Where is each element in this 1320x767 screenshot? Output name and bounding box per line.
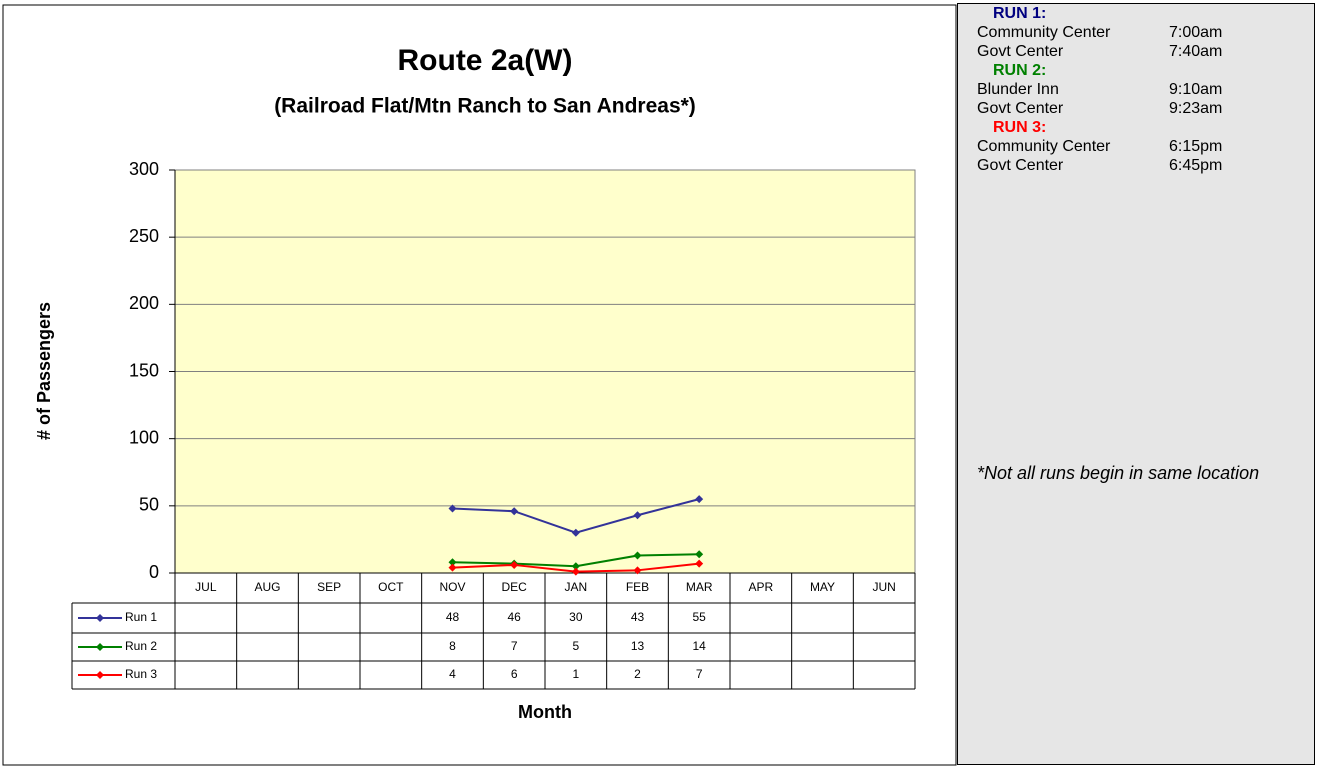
table-value: 1 (572, 667, 579, 681)
x-tick-label: MAR (686, 580, 713, 594)
legend-label: Run 1 (125, 610, 157, 624)
stop-row: Community Center 7:00am (958, 23, 1314, 42)
point (510, 560, 519, 569)
point (633, 511, 642, 520)
legend-label: Run 3 (125, 667, 157, 681)
x-tick-label: OCT (378, 580, 404, 594)
y-tick-label: 0 (149, 562, 159, 582)
table-value: 4 (449, 667, 456, 681)
stop-name: Community Center (977, 138, 1111, 155)
point (448, 504, 457, 513)
x-tick-label: DEC (501, 580, 527, 594)
stop-time: 9:23am (1169, 100, 1223, 117)
stop-name: Govt Center (977, 100, 1064, 117)
stop-time: 6:15pm (1169, 138, 1223, 155)
point (448, 558, 457, 567)
table-value: 8 (449, 639, 456, 653)
x-tick-label: JUN (872, 580, 895, 594)
table-value: 48 (446, 610, 460, 624)
chart-title: Route 2a(W) (398, 44, 573, 77)
run-title: RUN 1: (993, 5, 1047, 22)
y-axis-label: # of Passengers (34, 302, 54, 440)
point (695, 559, 704, 568)
stop-time: 9:10am (1169, 81, 1223, 98)
stop-row: Blunder Inn 9:10am (958, 80, 1314, 99)
point (571, 528, 580, 537)
stop-name: Blunder Inn (977, 81, 1059, 98)
table-value: 6 (511, 667, 518, 681)
x-tick-label: APR (748, 580, 773, 594)
y-tick-label: 150 (129, 360, 159, 380)
point (633, 551, 642, 560)
x-tick-label: FEB (626, 580, 649, 594)
point (633, 566, 642, 575)
x-axis-label: Month (518, 702, 572, 722)
table-value: 2 (634, 667, 641, 681)
run-title: RUN 2: (993, 62, 1047, 79)
point (571, 567, 580, 576)
stop-row: Govt Center 9:23am (958, 99, 1314, 118)
table-value: 46 (507, 610, 521, 624)
stop-time: 6:45pm (1169, 157, 1223, 174)
chart: Route 2a(W) (Railroad Flat/Mtn Ranch to … (2, 4, 957, 766)
table-value: 7 (511, 639, 518, 653)
stop-name: Community Center (977, 24, 1111, 41)
point (695, 550, 704, 559)
y-tick-label: 100 (129, 427, 159, 447)
y-tick-label: 200 (129, 293, 159, 313)
x-tick-label: JUL (195, 580, 217, 594)
legend-marker (96, 671, 104, 679)
table-value: 43 (631, 610, 645, 624)
point (695, 495, 704, 504)
schedule-panel: RUN 1: Community Center 7:00am Govt Center 7… (957, 3, 1315, 765)
chart-subtitle: (Railroad Flat/Mtn Ranch to San Andreas*… (274, 95, 696, 118)
footnote: *Not all runs begin in same location (977, 463, 1260, 483)
legend-marker (96, 614, 104, 622)
x-tick-label: NOV (439, 580, 465, 594)
point (510, 507, 519, 516)
table-value: 13 (631, 639, 645, 653)
table-value: 55 (692, 610, 706, 624)
table-value: 7 (696, 667, 703, 681)
point (448, 563, 457, 572)
run-title: RUN 3: (993, 119, 1047, 136)
x-tick-label: AUG (254, 580, 280, 594)
stop-row: Govt Center 6:45pm (958, 156, 1314, 175)
point (571, 562, 580, 571)
y-tick-label: 300 (129, 159, 159, 179)
legend-marker (96, 643, 104, 651)
x-tick-label: JAN (564, 580, 587, 594)
stop-row: Govt Center 7:40am (958, 42, 1314, 61)
table-value: 5 (572, 639, 579, 653)
stop-row: Community Center 6:15pm (958, 137, 1314, 156)
table-value: 14 (692, 639, 706, 653)
stop-name: Govt Center (977, 157, 1064, 174)
x-tick-label: MAY (810, 580, 835, 594)
stop-name: Govt Center (977, 43, 1064, 60)
stop-time: 7:00am (1169, 24, 1223, 41)
legend-label: Run 2 (125, 639, 157, 653)
stop-time: 7:40am (1169, 43, 1223, 60)
y-tick-label: 50 (139, 495, 159, 515)
x-tick-label: SEP (317, 580, 341, 594)
table-value: 30 (569, 610, 583, 624)
y-tick-label: 250 (129, 226, 159, 246)
